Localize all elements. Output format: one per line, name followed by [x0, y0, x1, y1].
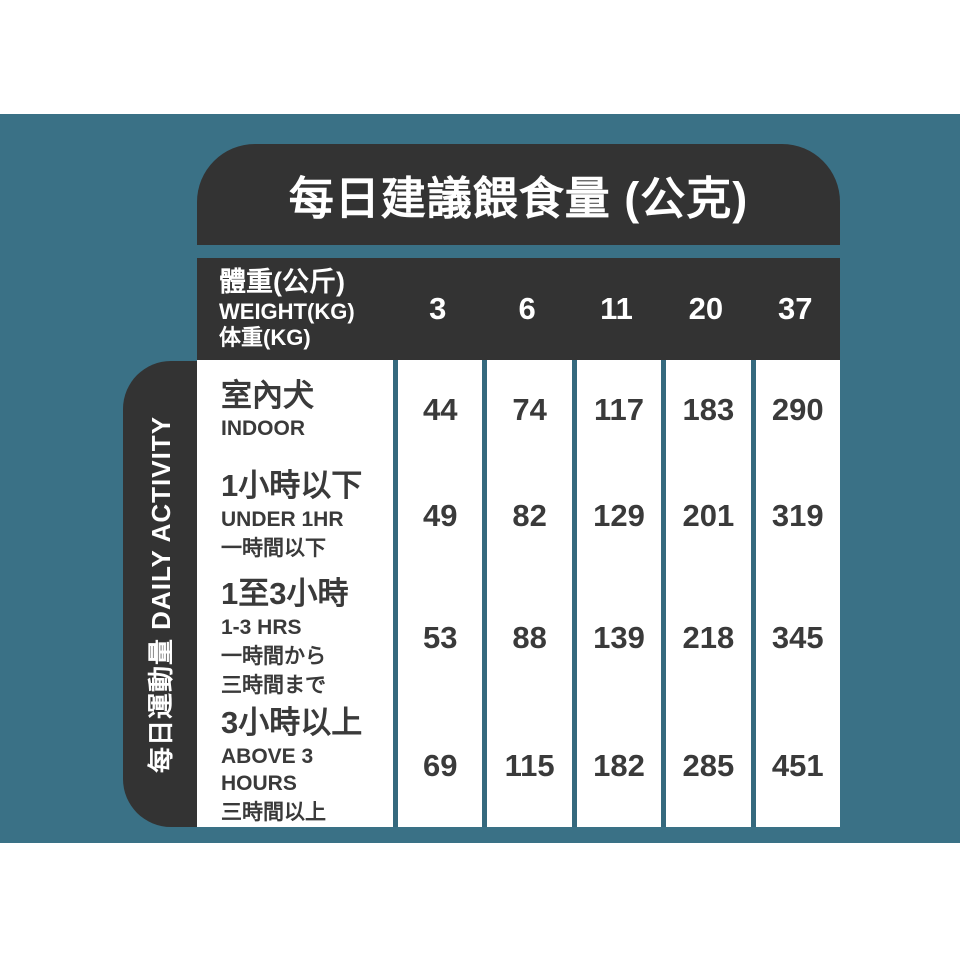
- feeding-amount-cell: 218: [661, 571, 750, 705]
- feeding-amount-cell: 201: [661, 460, 750, 571]
- weight-column-header: 3: [429, 291, 447, 326]
- row-label-main: 1至3小時: [221, 576, 349, 612]
- row-label-main: 1小時以下: [221, 468, 363, 504]
- weight-label-en: WEIGHT(KG): [219, 298, 355, 324]
- weight-label-zh: 體重(公斤): [219, 266, 345, 297]
- activity-row-label-above-3hrs: 3小時以上 ABOVE 3 HOURS 三時間以上: [197, 705, 393, 827]
- feeding-amount-cell: 88: [482, 571, 571, 705]
- weight-header-label: 體重(公斤) WEIGHT(KG) 体重(KG): [197, 266, 393, 353]
- weight-column-header: 11: [600, 291, 633, 326]
- feeding-amount-cell: 115: [482, 705, 571, 827]
- feeding-table-body: 室內犬 INDOOR 44 74 117 183 290 1小時以下 UNDER…: [197, 360, 840, 827]
- weight-column-header: 20: [688, 291, 724, 326]
- weight-column-header: 6: [518, 291, 536, 326]
- feeding-amount-cell: 49: [393, 460, 482, 571]
- feeding-amount-cell: 285: [661, 705, 750, 827]
- row-label-sub: 三時間まで: [221, 674, 326, 698]
- row-label-sub: INDOOR: [221, 417, 305, 441]
- row-label-sub: 一時間から: [221, 645, 326, 669]
- row-label-sub: ABOVE 3 HOURS: [221, 744, 314, 796]
- feeding-amount-cell: 69: [393, 705, 482, 827]
- feeding-amount-cell: 53: [393, 571, 482, 705]
- activity-row-label-1-3hrs: 1至3小時 1-3 HRS 一時間から 三時間まで: [197, 571, 393, 705]
- row-label-sub: UNDER 1HR: [221, 508, 344, 532]
- weight-column-header: 37: [778, 291, 813, 326]
- row-label-main: 室內犬: [221, 377, 314, 413]
- daily-activity-label: 每日運動量 DAILY ACTIVITY: [146, 415, 177, 773]
- row-label-main: 3小時以上: [221, 705, 363, 741]
- feeding-amount-cell: 44: [393, 360, 482, 460]
- row-label-sub: 1-3 HRS: [221, 615, 302, 639]
- daily-activity-sidebar: 每日運動量 DAILY ACTIVITY: [123, 361, 197, 827]
- feeding-amount-cell: 139: [571, 571, 661, 705]
- feeding-amount-cell: 290: [750, 360, 840, 460]
- activity-row-label-under-1hr: 1小時以下 UNDER 1HR 一時間以下: [197, 460, 393, 571]
- feeding-amount-cell: 183: [661, 360, 750, 460]
- row-label-sub: 一時間以下: [221, 537, 326, 561]
- feeding-amount-cell: 319: [750, 460, 840, 571]
- activity-row-label-indoor: 室內犬 INDOOR: [197, 360, 393, 460]
- feeding-amount-cell: 345: [750, 571, 840, 705]
- feeding-amount-cell: 451: [750, 705, 840, 827]
- title-banner: 每日建議餵食量 (公克): [197, 144, 840, 245]
- weight-header-row: 體重(公斤) WEIGHT(KG) 体重(KG) 3 6 11 20 37: [197, 258, 840, 360]
- feeding-amount-cell: 117: [571, 360, 661, 460]
- weight-label-jp: 体重(KG): [219, 325, 311, 351]
- feeding-amount-cell: 74: [482, 360, 571, 460]
- feeding-amount-cell: 182: [571, 705, 661, 827]
- row-label-sub: 三時間以上: [221, 801, 326, 825]
- feeding-amount-cell: 129: [571, 460, 661, 571]
- chart-title: 每日建議餵食量 (公克): [288, 173, 749, 224]
- feeding-amount-cell: 82: [482, 460, 571, 571]
